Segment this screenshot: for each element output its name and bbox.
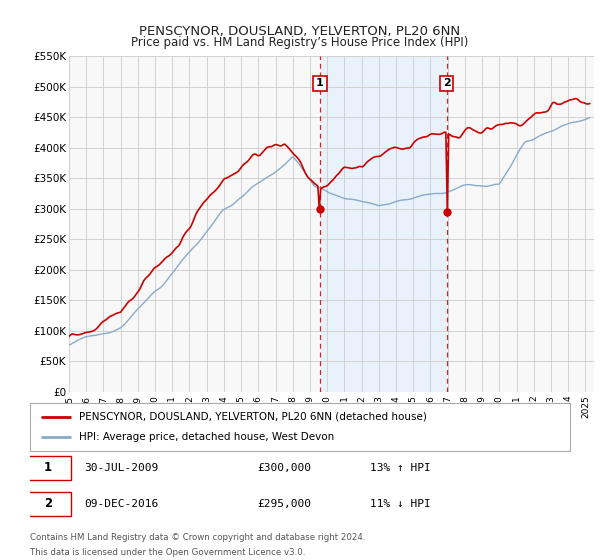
Text: 2: 2 xyxy=(44,497,52,510)
Text: 09-DEC-2016: 09-DEC-2016 xyxy=(84,499,158,509)
FancyBboxPatch shape xyxy=(25,492,71,516)
Text: 11% ↓ HPI: 11% ↓ HPI xyxy=(370,499,431,509)
Text: PENSCYNOR, DOUSLAND, YELVERTON, PL20 6NN (detached house): PENSCYNOR, DOUSLAND, YELVERTON, PL20 6NN… xyxy=(79,412,427,422)
Text: 1: 1 xyxy=(44,461,52,474)
Text: 2: 2 xyxy=(443,78,451,88)
Text: 30-JUL-2009: 30-JUL-2009 xyxy=(84,463,158,473)
Text: Price paid vs. HM Land Registry’s House Price Index (HPI): Price paid vs. HM Land Registry’s House … xyxy=(131,36,469,49)
FancyBboxPatch shape xyxy=(25,455,71,480)
Text: This data is licensed under the Open Government Licence v3.0.: This data is licensed under the Open Gov… xyxy=(30,548,305,557)
Text: Contains HM Land Registry data © Crown copyright and database right 2024.: Contains HM Land Registry data © Crown c… xyxy=(30,533,365,542)
Text: HPI: Average price, detached house, West Devon: HPI: Average price, detached house, West… xyxy=(79,432,334,442)
Text: 1: 1 xyxy=(316,78,324,88)
Text: £300,000: £300,000 xyxy=(257,463,311,473)
Text: 13% ↑ HPI: 13% ↑ HPI xyxy=(370,463,431,473)
FancyBboxPatch shape xyxy=(30,403,570,451)
Text: £295,000: £295,000 xyxy=(257,499,311,509)
Text: PENSCYNOR, DOUSLAND, YELVERTON, PL20 6NN: PENSCYNOR, DOUSLAND, YELVERTON, PL20 6NN xyxy=(139,25,461,38)
